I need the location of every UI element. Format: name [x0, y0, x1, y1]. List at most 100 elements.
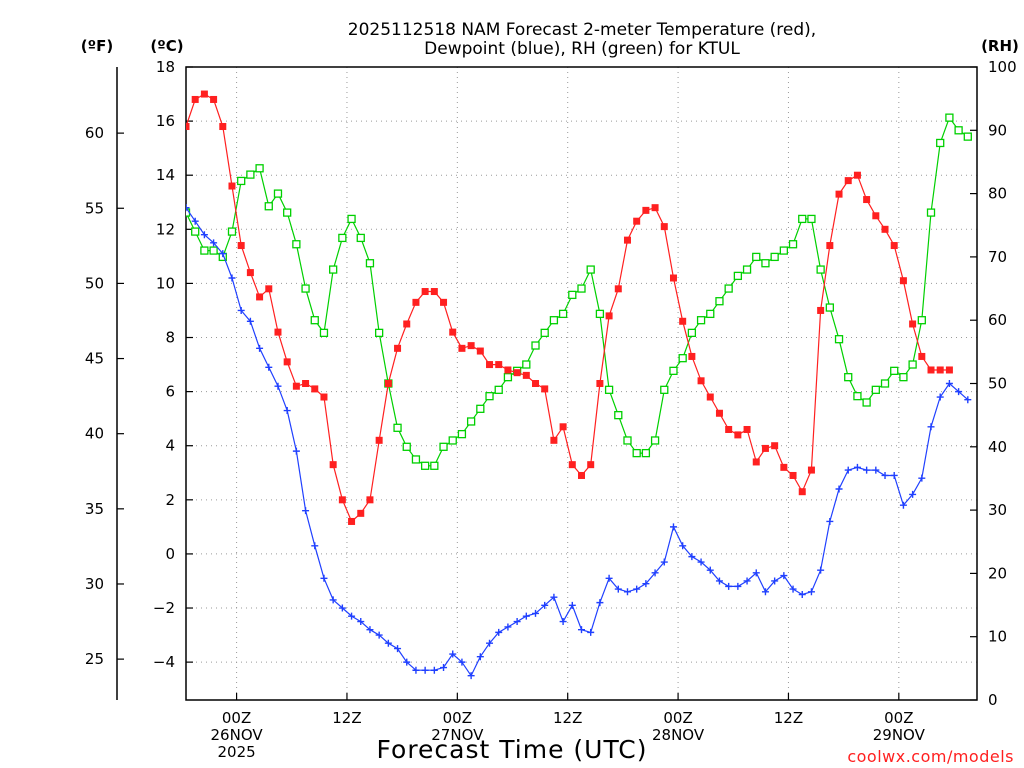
x-tick-label: 00Z: [663, 709, 692, 727]
temperature-point: [863, 196, 871, 204]
temperature-point: [568, 461, 576, 469]
dewpoint-point: [532, 609, 540, 617]
rh-point: [356, 233, 365, 243]
temperature-point: [780, 463, 788, 471]
temperature-point: [311, 385, 319, 393]
temperature-point: [541, 385, 549, 393]
temperature-point: [927, 366, 935, 374]
rh-tick-label: 50: [988, 375, 1007, 393]
rh-point: [191, 227, 200, 236]
dewpoint-point: [679, 542, 687, 550]
rh-point: [531, 341, 540, 350]
dewpoint-point: [918, 474, 926, 482]
rh-point: [724, 284, 733, 293]
credit-text: coolwx.com/models: [847, 747, 1014, 766]
rh-point: [347, 214, 356, 224]
temperature-point: [936, 366, 944, 374]
fahrenheit-unit-label: (ºF): [81, 37, 113, 55]
dewpoint-point: [936, 393, 944, 401]
rh-point: [834, 335, 844, 344]
celsius-tick-label: 12: [156, 220, 175, 238]
dewpoint-point: [807, 588, 815, 596]
fahrenheit-tick-label: 45: [85, 350, 104, 368]
dewpoint-point: [357, 618, 365, 626]
x-tick-label: 12Z: [553, 709, 582, 727]
temperature-point: [633, 217, 641, 225]
rh-point: [301, 284, 310, 293]
temperature-point: [651, 204, 659, 212]
x-axis-title: Forecast Time (UTC): [377, 735, 648, 764]
dewpoint-point: [541, 601, 549, 609]
dewpoint-point: [761, 588, 769, 596]
dewpoint-point: [725, 582, 733, 590]
rh-point: [200, 246, 209, 255]
rh-tick-label: 90: [988, 121, 1007, 139]
dewpoint-point: [256, 344, 264, 352]
dewpoint-point: [495, 628, 503, 636]
rh-point: [292, 240, 301, 249]
rh-point: [770, 252, 779, 262]
dewpoint-point: [835, 485, 843, 493]
dewpoint-point: [412, 666, 420, 674]
rh-point: [779, 246, 788, 255]
dewpoint-point: [927, 423, 935, 431]
rh-point: [945, 113, 954, 122]
rh-point: [807, 214, 816, 224]
temperature-point: [835, 190, 843, 198]
temperature-point: [679, 317, 687, 325]
dewpoint-point: [826, 517, 834, 525]
dewpoint-point: [817, 566, 825, 574]
temperature-point: [918, 352, 926, 360]
temperature-point: [614, 285, 622, 293]
dewpoint-point: [605, 574, 613, 582]
temperature-point: [246, 269, 254, 277]
series-layer: [186, 90, 972, 680]
temperature-point: [761, 444, 769, 452]
rh-point: [880, 379, 890, 388]
dewpoint-point: [881, 471, 889, 479]
dewpoint-point: [559, 618, 567, 626]
temperature-point: [587, 461, 595, 469]
dewpoint-point: [568, 601, 576, 609]
rh-tick-label: 10: [988, 628, 1007, 646]
rh-point: [844, 373, 853, 382]
rh-point: [669, 366, 678, 375]
series-rh: [186, 113, 972, 470]
series-2-meter-temperature: [186, 90, 953, 525]
dewpoint-point: [587, 628, 595, 636]
rh-point: [917, 316, 926, 325]
temperature-point: [688, 352, 696, 360]
dewpoint-point: [623, 588, 631, 596]
temperature-point: [945, 366, 953, 374]
dewpoint-point: [449, 650, 457, 658]
rh-unit-label: (RH): [981, 37, 1019, 55]
temperature-point: [909, 320, 917, 328]
temperature-point: [458, 344, 466, 352]
temperature-point: [853, 171, 861, 179]
dewpoint-point: [688, 553, 696, 561]
x-tick-label: 00Z: [443, 709, 472, 727]
rh-point: [209, 246, 218, 255]
rh-point: [715, 297, 724, 306]
rh-point: [448, 436, 457, 445]
temperature-point: [200, 90, 208, 98]
rh-point: [798, 214, 807, 224]
temperature-point: [476, 347, 484, 355]
rh-point: [632, 448, 641, 458]
dewpoint-point: [596, 599, 604, 607]
temperature-point: [550, 436, 558, 444]
dewpoint-point: [633, 585, 641, 593]
temperature-point: [826, 242, 834, 250]
rh-point: [908, 360, 917, 369]
x-tick-label: 12Z: [332, 709, 361, 727]
rh-point: [687, 328, 697, 338]
rh-point: [595, 309, 605, 319]
temperature-point: [421, 288, 429, 296]
rh-point: [761, 259, 770, 268]
rh-tick-label: 60: [988, 311, 1007, 329]
fahrenheit-tick-label: 35: [85, 500, 104, 518]
dewpoint-point: [274, 382, 282, 390]
dewpoint-point: [311, 542, 319, 550]
dewpoint-point: [292, 447, 300, 455]
